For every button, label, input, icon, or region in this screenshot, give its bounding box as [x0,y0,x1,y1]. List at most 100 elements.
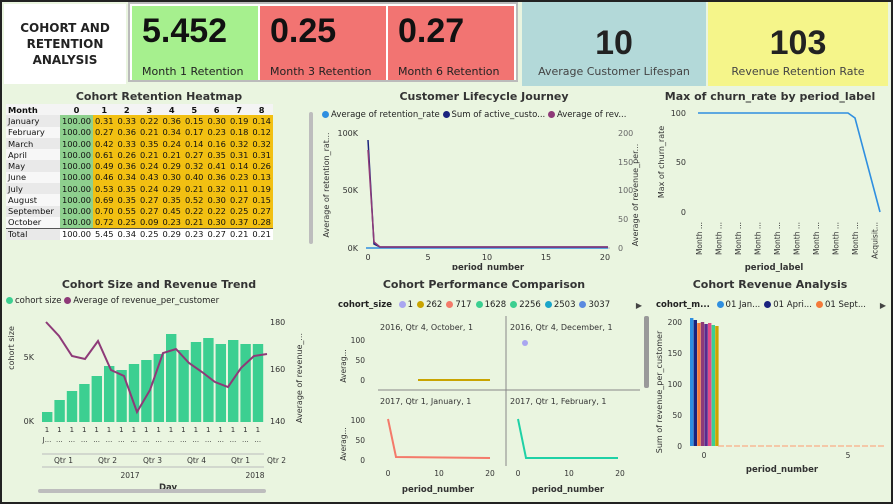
churn-line[interactable] [698,112,881,213]
heatmap-cell[interactable]: 0.18 [227,126,251,138]
heatmap-cell[interactable]: 0.12 [250,126,273,138]
heatmap-cell[interactable]: 0.27 [205,227,228,240]
legend-next-icon[interactable]: ▶ [635,301,642,310]
heatmap-cell[interactable]: 100.00 [60,205,94,217]
heatmap-scrollbar[interactable] [309,112,313,244]
heatmap-cell[interactable]: 0.21 [227,227,251,240]
heatmap-column-header[interactable]: 1 [93,104,116,116]
revenue-bar[interactable] [700,322,705,446]
heatmap-cell[interactable]: 0.61 [93,149,116,161]
revenue-trend-line[interactable] [45,321,268,415]
heatmap-column-header[interactable]: 8 [250,104,273,116]
revenue-per-customer-line[interactable] [367,149,608,248]
heatmap-cell[interactable]: 0.46 [93,171,116,184]
heatmap-cell[interactable]: 0.27 [182,149,206,161]
heatmap-cell[interactable]: 0.22 [182,205,206,217]
cohort-size-bar[interactable] [116,370,127,422]
month3-retention-card[interactable]: 0.25 Month 3 Retention [260,6,386,80]
revenue-chart[interactable]: Sum of revenue_per_customer 200 150 100 … [652,312,888,498]
heatmap-cell[interactable]: 0.37 [227,216,251,229]
heatmap-cell[interactable]: 0.35 [115,194,138,206]
heatmap-cell[interactable]: 100.00 [60,149,94,161]
cohort-size-bars[interactable] [42,334,264,422]
heatmap-cell[interactable]: 100.00 [60,137,94,150]
active-customers-line[interactable] [367,139,608,248]
cohort-size-bar[interactable] [54,400,65,422]
heatmap-cell[interactable]: 100.00 [60,227,94,240]
heatmap-cell[interactable]: 0.25 [138,227,161,240]
cohort-size-bar[interactable] [153,354,164,422]
heatmap-cell[interactable]: 100.00 [60,126,94,138]
heatmap-cell[interactable]: 0.13 [250,171,273,184]
legend-item[interactable]: 01 Apri... [764,300,812,310]
legend-item[interactable]: 717 [446,300,472,310]
heatmap-cell[interactable]: 0.32 [227,137,251,150]
revenue-bar[interactable] [711,325,715,446]
heatmap-cell[interactable]: 0.36 [160,115,183,127]
heatmap-cell[interactable]: 0.24 [138,183,161,195]
cohort-size-bar[interactable] [190,342,202,422]
heatmap-cell[interactable]: 0.31 [93,115,116,127]
heatmap-cell[interactable]: 0.23 [160,216,183,229]
heatmap-cell[interactable]: 100.00 [60,183,94,195]
legend-next-icon[interactable]: ▶ [879,301,886,310]
heatmap-column-header[interactable]: 7 [227,104,251,116]
heatmap-cell[interactable]: 0.23 [227,171,251,184]
heatmap-cell[interactable]: 0.49 [93,160,116,172]
heatmap-cell[interactable]: 0.45 [160,205,183,217]
heatmap-cell[interactable]: 0.14 [182,137,206,150]
heatmap-cell[interactable]: 0.29 [160,183,183,195]
heatmap-cell[interactable]: 0.25 [227,205,251,217]
heatmap-cell[interactable]: 0.22 [138,115,161,127]
cohort-size-bar[interactable] [66,391,78,422]
legend-item[interactable]: Average of revenue_per_customer [64,296,219,306]
heatmap-cell[interactable]: 0.11 [227,183,251,195]
heatmap-cell[interactable]: 100.00 [60,160,94,172]
revenue-retention-card[interactable]: 103 Revenue Retention Rate [708,2,888,86]
heatmap-cell[interactable]: 0.16 [205,137,228,150]
heatmap-cell[interactable]: 0.09 [138,216,161,229]
heatmap-cell[interactable]: 5.45 [93,227,116,240]
heatmap-cell[interactable]: 0.43 [138,171,161,184]
heatmap-cell[interactable]: 0.19 [250,183,273,195]
heatmap-cell[interactable]: 0.21 [250,227,273,240]
heatmap-cell[interactable]: 0.53 [93,183,116,195]
cohort-size-bar[interactable] [203,338,214,422]
performance-small-multiples[interactable]: 2016, Qtr 4, October, 1 2016, Qtr 4, Dec… [318,316,650,498]
cohort-size-bar[interactable] [178,350,189,422]
legend-item[interactable]: 2503 [544,300,575,310]
revenue-bar[interactable] [690,318,694,446]
heatmap-column-header[interactable]: 4 [160,104,183,116]
legend-item[interactable]: 01 Sept... [815,300,866,310]
revenue-bars[interactable] [690,318,719,446]
heatmap-cell[interactable]: 0.23 [182,227,206,240]
heatmap-column-header[interactable]: 5 [182,104,206,116]
revenue-bar[interactable] [693,320,697,446]
heatmap-cell[interactable]: 0.35 [160,194,183,206]
revenue-bar[interactable] [708,323,712,446]
heatmap-cell[interactable]: 0.27 [93,126,116,138]
heatmap-cell[interactable]: 0.21 [182,183,206,195]
heatmap-column-header[interactable]: 3 [138,104,161,116]
heatmap-cell[interactable]: 0.32 [205,183,228,195]
heatmap-cell[interactable]: 0.23 [205,126,228,138]
heatmap-cell[interactable]: 0.27 [138,205,161,217]
heatmap-cell[interactable]: 0.31 [250,149,273,161]
heatmap-cell[interactable]: 0.70 [93,205,116,217]
heatmap-cell[interactable]: 0.33 [115,137,138,150]
heatmap-cell[interactable]: 0.17 [182,126,206,138]
heatmap-cell[interactable]: 0.14 [250,115,273,127]
horizontal-scrollbar[interactable] [38,489,266,493]
heatmap-cell[interactable]: 0.29 [160,227,183,240]
heatmap-column-header[interactable]: 6 [205,104,228,116]
legend-item[interactable]: Sum of active_custo... [442,110,545,120]
heatmap-cell[interactable]: 0.34 [115,171,138,184]
cohort-retention-heatmap[interactable]: Month 0 1 2 3 4 5 6 7 8 January 100.00 0.31 0.33 0.22 0… [6,104,273,240]
heatmap-cell[interactable]: 0.27 [227,194,251,206]
heatmap-cell[interactable]: 100.00 [60,194,94,206]
legend-item[interactable]: 262 [417,300,442,310]
size-trend-chart[interactable]: cohort size Average of revenue_... 5K 0K… [2,308,316,498]
churn-chart[interactable]: Max of churn_rate 100 50 0 Month ... Mont… [652,102,888,272]
revenue-bar[interactable] [697,323,701,446]
heatmap-cell[interactable]: 0.27 [250,205,273,217]
